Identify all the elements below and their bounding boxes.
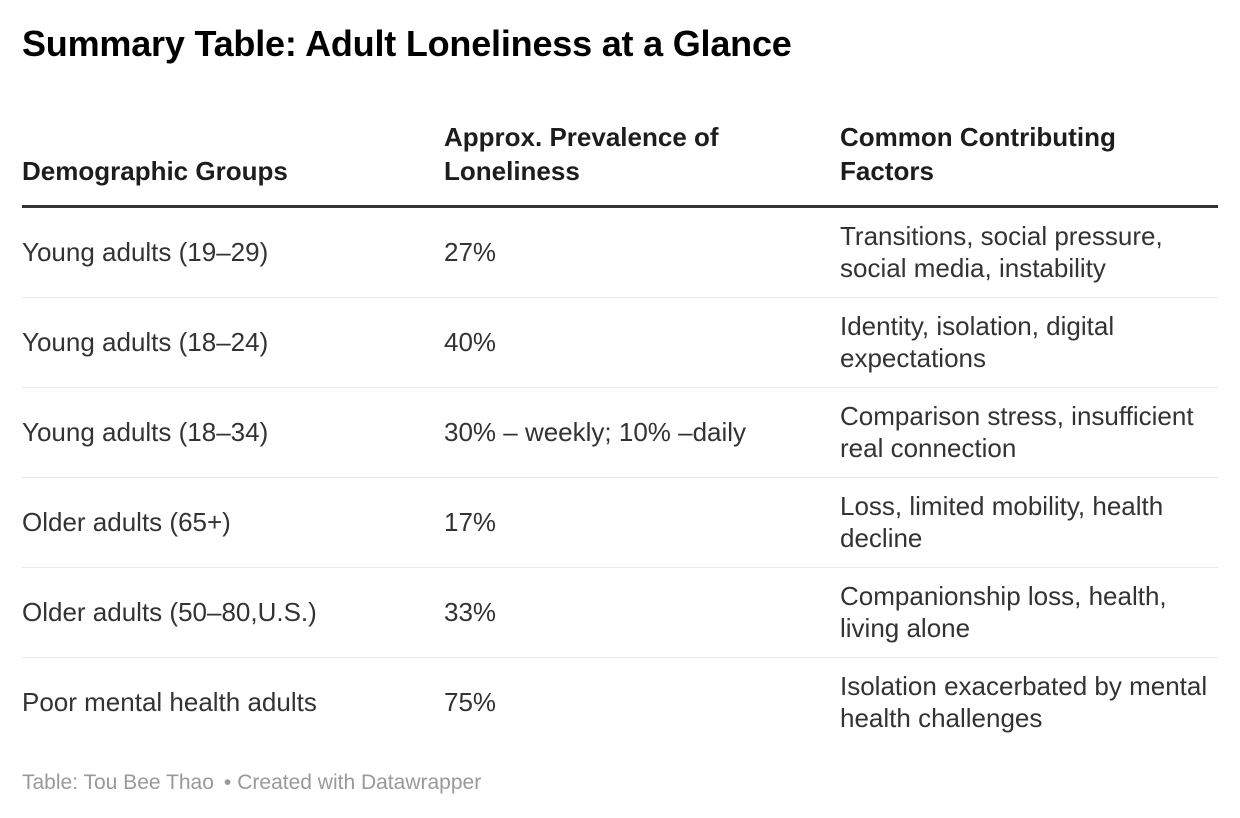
cell-group: Older adults (50–80,U.S.) bbox=[22, 567, 444, 658]
cell-factors: Identity, isolation, digital expectation… bbox=[840, 297, 1218, 388]
table-header: Demographic Groups Approx. Prevalence of… bbox=[22, 121, 1218, 208]
table-row: Poor mental health adults 75% Isolation … bbox=[22, 657, 1218, 747]
cell-prevalence: 27% bbox=[444, 206, 840, 298]
table-row: Young adults (18–34) 30% – weekly; 10% –… bbox=[22, 387, 1218, 478]
table-row: Older adults (65+) 17% Loss, limited mob… bbox=[22, 477, 1218, 568]
table-body: Young adults (19–29) 27% Transitions, so… bbox=[22, 206, 1218, 747]
cell-prevalence: 30% – weekly; 10% –daily bbox=[444, 387, 840, 478]
cell-group: Young adults (18–34) bbox=[22, 387, 444, 478]
cell-factors: Isolation exacerbated by mental health c… bbox=[840, 670, 1208, 734]
cell-prevalence: 17% bbox=[444, 477, 840, 568]
cell-prevalence: 40% bbox=[444, 297, 840, 388]
cell-factors: Loss, limited mobility, health decline bbox=[840, 477, 1218, 568]
cell-factors: Comparison stress, insufficient real con… bbox=[840, 387, 1218, 478]
datawrapper-credit: Created with Datawrapper bbox=[237, 770, 482, 794]
cell-factors: Transitions, social pressure, social med… bbox=[840, 206, 1218, 298]
table-row: Older adults (50–80,U.S.) 33% Companions… bbox=[22, 567, 1218, 658]
cell-group: Young adults (19–29) bbox=[22, 206, 444, 298]
footer-separator: • bbox=[223, 770, 232, 794]
cell-group: Older adults (65+) bbox=[22, 477, 444, 568]
page-title: Summary Table: Adult Loneliness at a Gla… bbox=[22, 23, 792, 64]
cell-group: Poor mental health adults bbox=[22, 687, 317, 718]
column-header-contributing-factors: Common Contributing Factors bbox=[840, 121, 1218, 208]
cell-group: Young adults (18–24) bbox=[22, 297, 444, 388]
table-row: Young adults (18–24) 40% Identity, isola… bbox=[22, 297, 1218, 388]
column-header-prevalence: Approx. Prevalence of Loneliness bbox=[444, 121, 840, 208]
column-header-demographic-groups: Demographic Groups bbox=[22, 121, 444, 208]
header-row: Demographic Groups Approx. Prevalence of… bbox=[22, 121, 1218, 208]
summary-table: Demographic Groups Approx. Prevalence of… bbox=[22, 121, 1218, 747]
cell-prevalence: 75% bbox=[444, 687, 497, 718]
cell-prevalence: 33% bbox=[444, 567, 840, 658]
table-footer: Table: Tou Bee Thao • Created with Datawra… bbox=[22, 771, 1218, 795]
table-row: Young adults (19–29) 27% Transitions, so… bbox=[22, 206, 1218, 298]
cell-factors: Companionship loss, health, living alone bbox=[840, 567, 1218, 658]
attribution-text: Table: Tou Bee Thao bbox=[22, 770, 214, 794]
